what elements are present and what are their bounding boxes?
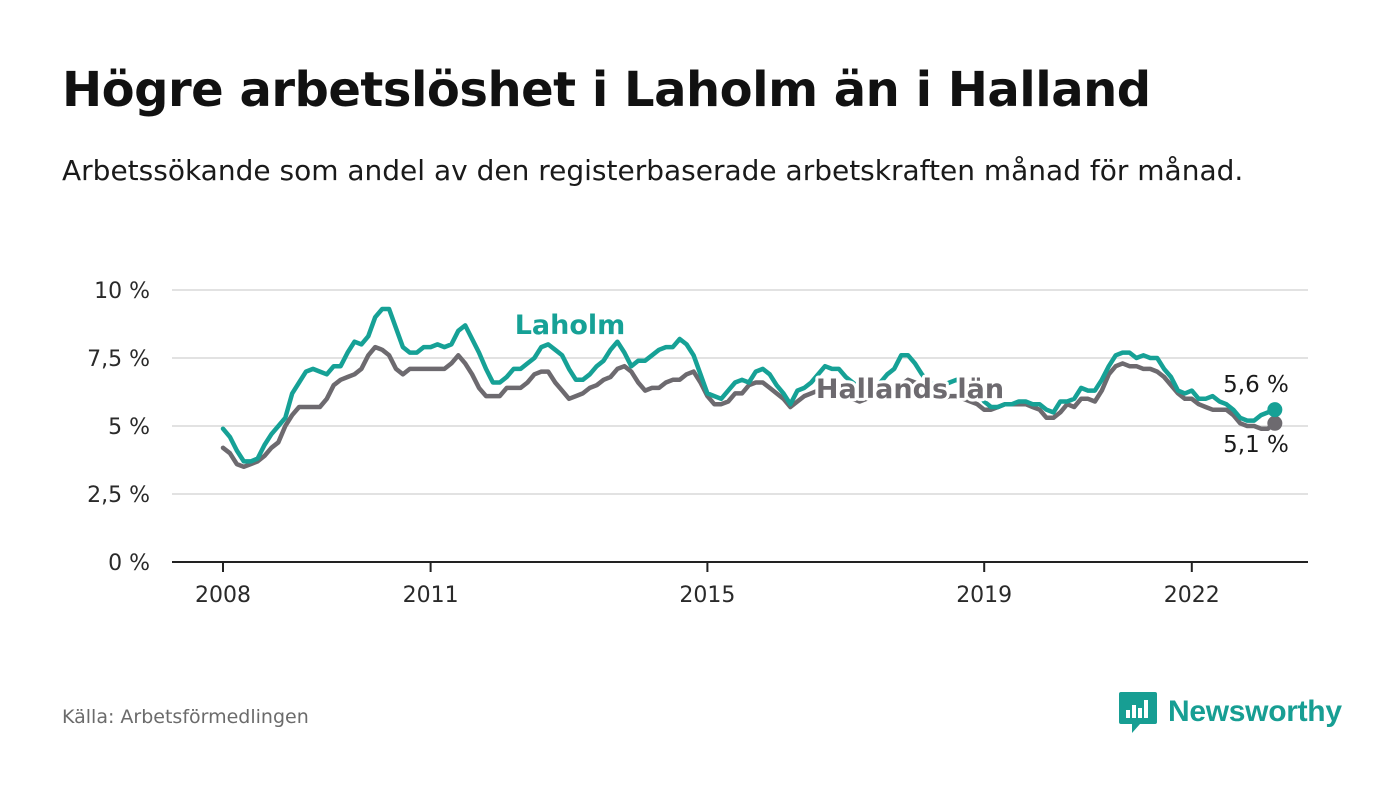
x-tick-label: 2008 [195,583,251,608]
line-chart: 0 % 2,5 % 5 % 7,5 % 10 % 2008 2011 2015 2019 202… [87,279,1308,608]
newsworthy-icon [1119,692,1157,733]
y-tick-label: 2,5 % [87,483,150,508]
halland-end-marker [1267,415,1283,431]
x-tick-label: 2022 [1164,583,1220,608]
halland-series-label: Hallands län [816,374,1004,405]
halland-end-value: 5,1 % [1223,432,1289,458]
y-axis-ticks: 0 % 2,5 % 5 % 7,5 % 10 % [87,279,150,576]
grid-lines [172,289,1308,563]
y-tick-label: 0 % [108,551,150,576]
x-tick-label: 2019 [956,583,1012,608]
y-tick-label: 7,5 % [87,347,150,372]
series-lines [220,306,1283,470]
chart-subtitle: Arbetssökande som andel av den registerb… [62,154,1244,187]
laholm-end-value: 5,6 % [1223,372,1289,398]
y-tick-label: 10 % [94,279,150,304]
page-title: Högre arbetslöshet i Laholm än i Halland [62,62,1151,118]
laholm-end-marker [1267,402,1283,418]
laholm-series-label: Laholm [515,310,626,341]
laholm-line [220,306,1278,464]
halland-line [220,344,1278,470]
x-axis-ticks: 2008 2011 2015 2019 2022 [195,562,1220,608]
source-note: Källa: Arbetsförmedlingen [62,706,309,728]
x-tick-label: 2015 [679,583,735,608]
newsworthy-logo[interactable]: Newsworthy [1118,690,1342,734]
brand-name: Newsworthy [1168,695,1342,728]
series-labels: Laholm Hallands län 5,6 % 5,1 % [512,307,1289,458]
x-tick-label: 2011 [403,583,459,608]
y-tick-label: 5 % [108,415,150,440]
